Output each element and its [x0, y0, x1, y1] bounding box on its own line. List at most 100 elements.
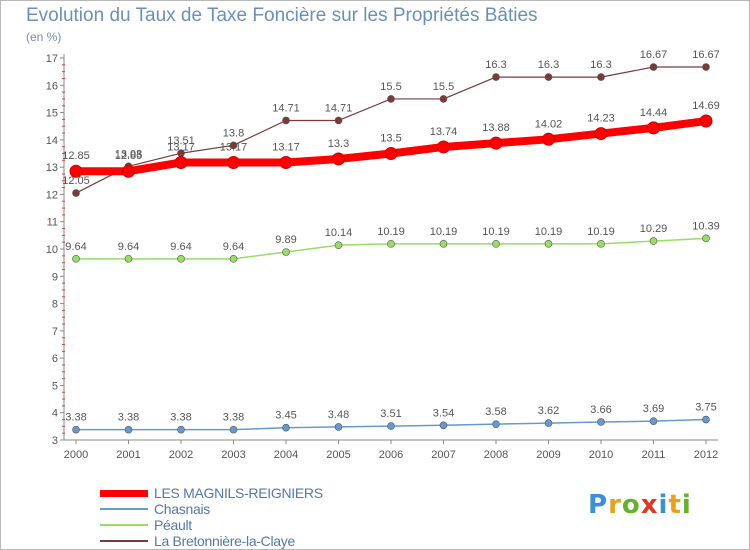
- data-label: 3.58: [485, 406, 506, 418]
- y-tick-label: 15: [46, 108, 58, 120]
- logo-letter: i: [681, 490, 692, 520]
- y-tick-label: 7: [52, 326, 58, 338]
- y-tick-label: 13: [46, 162, 58, 174]
- data-point: [334, 241, 343, 249]
- x-tick-label: 2004: [274, 449, 298, 461]
- data-point: [72, 425, 80, 434]
- data-label: 15.5: [380, 81, 401, 93]
- unit-label: (en %): [26, 30, 62, 44]
- data-label: 10.19: [482, 226, 510, 238]
- chart-title: Evolution du Taux de Taxe Foncière sur l…: [26, 5, 538, 26]
- y-tick-label: 8: [52, 299, 58, 311]
- data-label: 13.5: [380, 133, 401, 145]
- data-point: [229, 425, 238, 434]
- legend-label: Péault: [154, 517, 192, 533]
- data-point: [702, 415, 710, 424]
- x-tick-label: 2007: [431, 449, 455, 461]
- data-label: 12.85: [115, 150, 143, 162]
- data-label: 3.38: [65, 412, 86, 424]
- data-point: [702, 234, 710, 243]
- data-label: 9.64: [118, 241, 139, 253]
- data-label: 13.17: [167, 142, 195, 154]
- data-labels: 3.38 3.38 3.38 3.38 3.45 3.48 3.51 3.54 3.58 3.62…: [62, 49, 720, 424]
- legend-swatch: [100, 524, 148, 526]
- data-point: [177, 425, 185, 434]
- data-label: 10.19: [535, 226, 563, 238]
- data-point: [594, 127, 608, 141]
- x-tick-label: 2005: [326, 449, 350, 461]
- data-point: [437, 140, 450, 154]
- data-label: 16.3: [485, 59, 506, 71]
- y-tick-label: 17: [46, 53, 58, 65]
- data-point: [597, 418, 605, 426]
- y-tick-label: 3: [52, 435, 58, 447]
- logo-letter: P: [588, 490, 609, 520]
- data-label: 10.19: [377, 226, 405, 238]
- data-point: [647, 121, 660, 135]
- data-point: [492, 420, 500, 428]
- legend-swatch: [100, 508, 148, 510]
- data-label: 10.14: [325, 227, 353, 239]
- data-point: [124, 255, 133, 263]
- data-point: [72, 189, 80, 197]
- data-point: [282, 423, 290, 432]
- data-point: [597, 240, 605, 248]
- data-label: 10.29: [640, 223, 668, 235]
- data-point: [229, 255, 238, 263]
- data-point: [387, 422, 395, 430]
- data-point: [649, 417, 658, 425]
- y-tick-label: 11: [47, 217, 58, 229]
- x-tick-label: 2002: [169, 449, 193, 461]
- data-point: [544, 240, 553, 248]
- data-label: 3.69: [643, 403, 664, 415]
- data-point: [282, 116, 290, 125]
- data-point: [439, 95, 448, 103]
- data-label: 12.85: [62, 150, 90, 162]
- data-point: [699, 114, 713, 128]
- data-label: 10.19: [587, 226, 615, 238]
- data-point: [439, 240, 448, 248]
- data-label: 12.05: [62, 175, 90, 187]
- y-tick-label: 12: [46, 189, 58, 201]
- x-tick-label: 2003: [221, 449, 245, 461]
- data-point: [387, 240, 395, 248]
- data-point: [177, 255, 185, 263]
- data-label: 9.64: [170, 241, 191, 253]
- data-label: 13.88: [482, 122, 510, 134]
- data-point: [69, 164, 83, 178]
- chart-svg: 3 4 5 6 7 8 9 10 11 12 13 14 15 16 17 2000 2001 2002 2003 2…: [46, 49, 720, 461]
- x-tick-label: 2001: [116, 449, 140, 461]
- data-label: 10.39: [692, 220, 720, 232]
- data-label: 14.71: [325, 102, 353, 114]
- y-tick-label: 6: [52, 353, 58, 365]
- data-label: 9.64: [65, 241, 86, 253]
- data-label: 3.66: [590, 404, 611, 416]
- data-label: 13.74: [430, 126, 458, 138]
- data-point: [439, 421, 448, 430]
- data-label: 13.3: [328, 138, 349, 150]
- legend-swatch: [100, 540, 148, 542]
- data-point: [387, 95, 395, 103]
- legend-label: LES MAGNILS-REIGNIERS: [154, 485, 323, 501]
- data-point: [649, 63, 658, 71]
- data-point: [124, 425, 133, 434]
- axes: 3 4 5 6 7 8 9 10 11 12 13 14 15 16 17 2000 2001 2002 2003 2…: [46, 53, 718, 461]
- data-label: 9.89: [275, 234, 296, 246]
- data-point: [384, 147, 398, 160]
- data-point: [282, 248, 290, 256]
- legend-swatch: [100, 489, 148, 497]
- data-label: 16.3: [590, 59, 611, 71]
- data-point: [597, 73, 605, 81]
- y-tick-label: 10: [46, 244, 58, 256]
- data-label: 13.17: [272, 142, 300, 154]
- series-points: [69, 63, 713, 434]
- x-tick-label: 2006: [379, 449, 403, 461]
- data-label: 16.67: [692, 49, 720, 61]
- data-point: [122, 164, 135, 178]
- data-label: 15.5: [433, 81, 454, 93]
- data-point: [174, 156, 188, 170]
- data-point: [544, 73, 553, 81]
- data-label: 3.38: [223, 412, 244, 424]
- data-point: [334, 423, 343, 431]
